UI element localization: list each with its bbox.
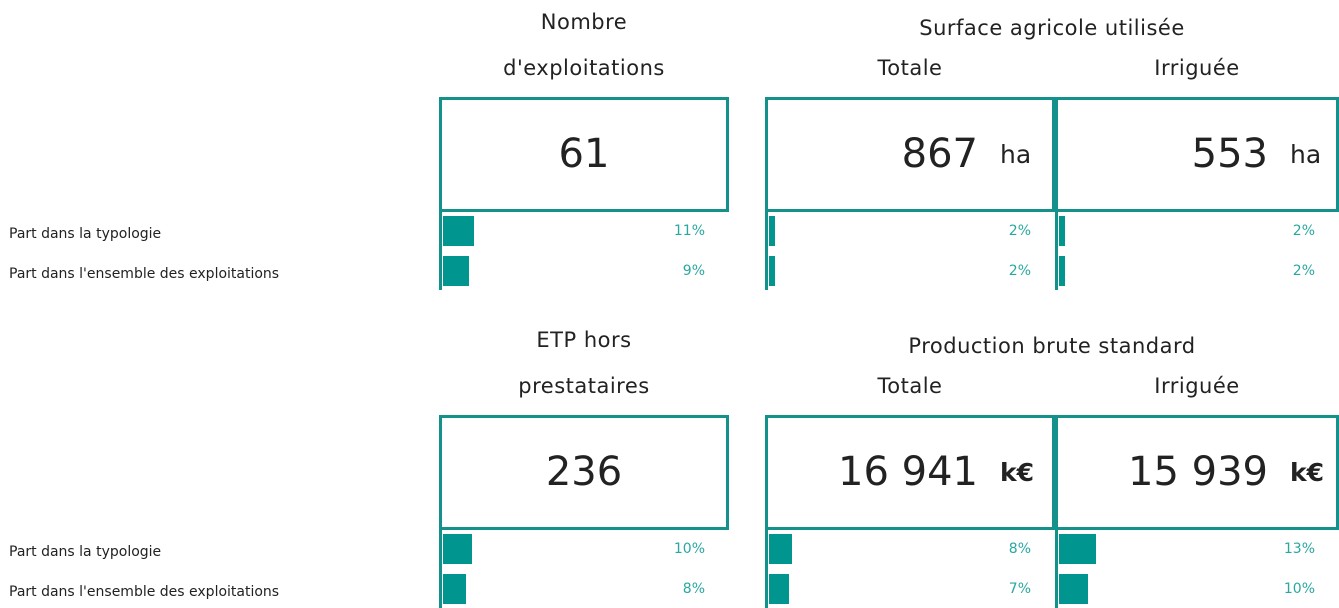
unit: ha (1290, 140, 1322, 169)
share-bar (769, 534, 792, 564)
value: 867 (901, 131, 978, 177)
share-bar (443, 534, 472, 564)
share-bar (1059, 216, 1065, 246)
group-title: ETP hors prestataires (518, 328, 650, 398)
group-title: Nombre d'exploitations (503, 10, 665, 80)
card-subtitle: Irriguée (1154, 56, 1240, 80)
share-label: 7% (1008, 581, 1031, 597)
card-subtitle: Totale (877, 374, 943, 398)
share-label: 2% (1008, 223, 1031, 239)
share-label: 2% (1008, 263, 1031, 279)
value-box: 236 (439, 415, 729, 530)
card-subtitle: Totale (877, 56, 943, 80)
divider (1055, 530, 1058, 608)
group-title: Production brute standard (908, 334, 1196, 358)
value-box: 553 ha (1055, 97, 1339, 212)
value: 553 (1191, 131, 1268, 177)
share-bar (1059, 256, 1065, 286)
row-label: Part dans la typologie (9, 226, 162, 242)
share-label: 2% (1292, 223, 1315, 239)
section: Part dans la typologie Part dans l'ensemb… (0, 0, 1339, 290)
divider (1055, 212, 1058, 290)
row-label: Part dans la typologie (9, 544, 162, 560)
share-label: 13% (1283, 541, 1315, 557)
divider (439, 212, 442, 290)
divider (439, 530, 442, 608)
value-box: 61 (439, 97, 729, 212)
divider (765, 212, 768, 290)
row-label: Part dans l'ensemble des exploitations (9, 584, 280, 600)
share-label: 10% (1283, 581, 1315, 597)
value: 61 (558, 131, 610, 177)
value: 236 (545, 449, 623, 495)
share-label: 8% (1008, 541, 1031, 557)
share-label: 2% (1292, 263, 1315, 279)
share-bar (769, 256, 775, 286)
group-title: Surface agricole utilisée (919, 16, 1185, 40)
share-bar (1059, 534, 1097, 564)
row-label: Part dans l'ensemble des exploitations (9, 266, 280, 282)
unit: k€ (1290, 458, 1325, 487)
divider (765, 530, 768, 608)
value-box: 15 939 k€ (1055, 415, 1339, 530)
share-bar (443, 216, 475, 246)
value-box: 867 ha (765, 97, 1055, 212)
share-label: 8% (682, 581, 705, 597)
card-subtitle: Irriguée (1154, 374, 1240, 398)
share-label: 9% (682, 263, 705, 279)
value: 16 941 (838, 449, 978, 495)
share-bar (769, 216, 775, 246)
share-bar (1059, 574, 1088, 604)
share-label: 10% (673, 541, 705, 557)
value: 15 939 (1128, 449, 1268, 495)
value-box: 16 941 k€ (765, 415, 1055, 530)
unit: ha (1000, 140, 1032, 169)
share-bar (769, 574, 789, 604)
unit: k€ (1000, 458, 1035, 487)
share-label: 11% (673, 223, 705, 239)
section: Part dans la typologie Part dans l'ensemb… (0, 318, 1339, 608)
share-bar (443, 574, 466, 604)
share-bar (443, 256, 469, 286)
